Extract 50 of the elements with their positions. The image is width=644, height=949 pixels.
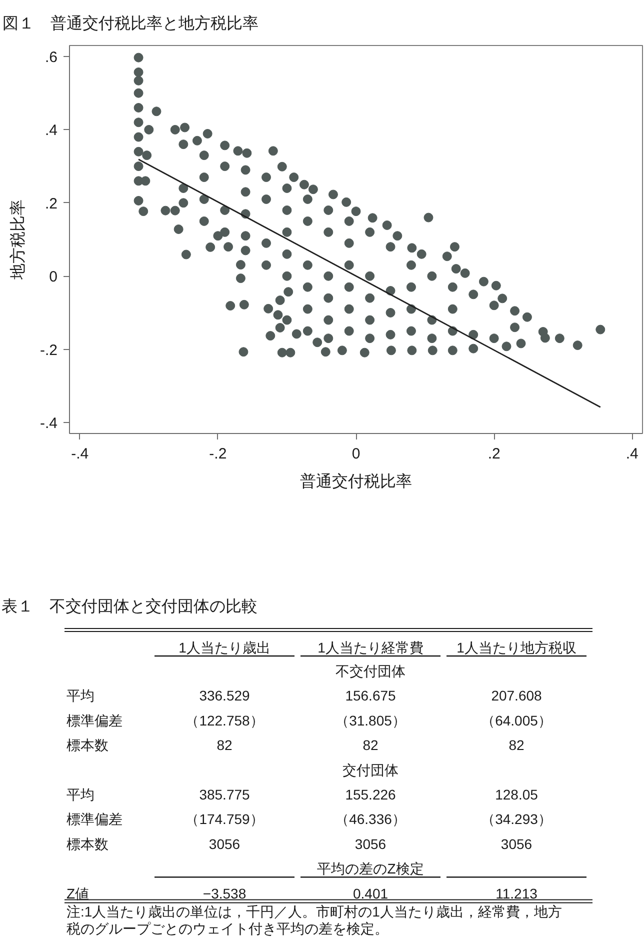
data-label: 156.675 bbox=[345, 688, 396, 704]
data-label: 336.529 bbox=[199, 688, 250, 704]
text: 平均 bbox=[66, 786, 94, 802]
data-label: （31.805） bbox=[335, 712, 406, 728]
text: 不交付団体 bbox=[336, 663, 406, 679]
y-tick-label: -.2 bbox=[40, 342, 58, 359]
text: 標準偏差 bbox=[66, 712, 122, 728]
x-tick-label: -.4 bbox=[71, 446, 89, 462]
data-label: 0.401 bbox=[352, 885, 388, 902]
text: 標本数 bbox=[66, 836, 108, 852]
category-label: 1人当たり経常費 bbox=[318, 640, 424, 656]
series-label: 平均 bbox=[66, 688, 94, 704]
data-label: （174.759） bbox=[185, 811, 264, 828]
x-tick-label: 0 bbox=[352, 446, 360, 462]
data-label: 82 bbox=[362, 737, 378, 754]
x-tick-label: .4 bbox=[626, 446, 638, 462]
x-tick-label: -.2 bbox=[209, 446, 227, 462]
data-label: 3056 bbox=[354, 836, 386, 852]
data-label: 3056 bbox=[208, 836, 240, 852]
data-label: 155.226 bbox=[345, 786, 396, 802]
y-tick-label: .2 bbox=[44, 195, 58, 212]
data-label: −3.538 bbox=[202, 885, 246, 902]
y-tick-label: 0 bbox=[49, 268, 58, 286]
text: Z値 bbox=[66, 885, 90, 902]
data-label: 128.05 bbox=[495, 786, 538, 802]
text: 注:1人当たり歳出の単位は，千円／人。市町村の1人当たり歳出，経常費，地方税のグループごとのウェイト付き平均の差を検定。 bbox=[66, 903, 562, 936]
data-label: （34.293） bbox=[481, 811, 552, 828]
text: 表１ 不交付団体と交付団体の比較 bbox=[2, 598, 258, 616]
y-axis-title: 地方税比率 bbox=[8, 200, 27, 280]
category-label: 1人当たり歳出 bbox=[178, 640, 270, 656]
data-label: （64.005） bbox=[481, 712, 552, 728]
data-label: 82 bbox=[508, 737, 524, 754]
data-label: 385.775 bbox=[199, 786, 250, 802]
data-label: （122.758） bbox=[185, 712, 264, 728]
data-label: （46.336） bbox=[335, 811, 406, 828]
x-axis-title: 普通交付税比率 bbox=[300, 472, 412, 490]
text: 交付団体 bbox=[342, 762, 398, 778]
y-tick-label: -.4 bbox=[40, 415, 58, 432]
text: 標本数 bbox=[66, 737, 108, 754]
data-label: 3056 bbox=[500, 836, 532, 852]
chart-title: 図１ 普通交付税比率と地方税比率 bbox=[2, 14, 258, 32]
y-tick-label: .4 bbox=[44, 122, 58, 140]
text: 標準偏差 bbox=[66, 811, 122, 828]
data-label: 82 bbox=[216, 737, 232, 754]
y-tick-label: .6 bbox=[44, 48, 58, 66]
data-label: 11.213 bbox=[496, 885, 538, 902]
text: 平均の差のZ検定 bbox=[317, 860, 424, 877]
data-label: 207.608 bbox=[491, 688, 542, 704]
x-tick-label: .2 bbox=[488, 446, 500, 462]
category-label: 1人当たり地方税収 bbox=[456, 640, 576, 656]
